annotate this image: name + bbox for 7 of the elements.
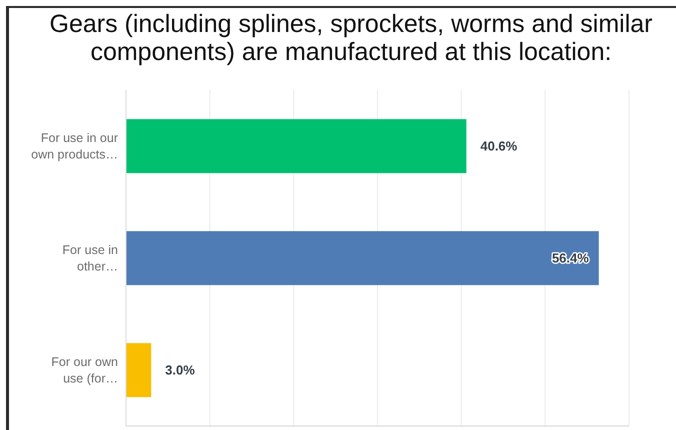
data-label: 56.4% [552,250,590,266]
data-label: 3.0% [165,362,196,378]
y-tick-label: For our own use (for… [51,354,118,386]
data-label: 40.6% [480,138,518,154]
y-tick-label: For use in other… [62,242,118,274]
chart-title: Gears (including splines, sprockets, worms and similar components) are manufactured at this location: [48,10,654,66]
y-tick-label: For use in our own products… [31,130,118,162]
